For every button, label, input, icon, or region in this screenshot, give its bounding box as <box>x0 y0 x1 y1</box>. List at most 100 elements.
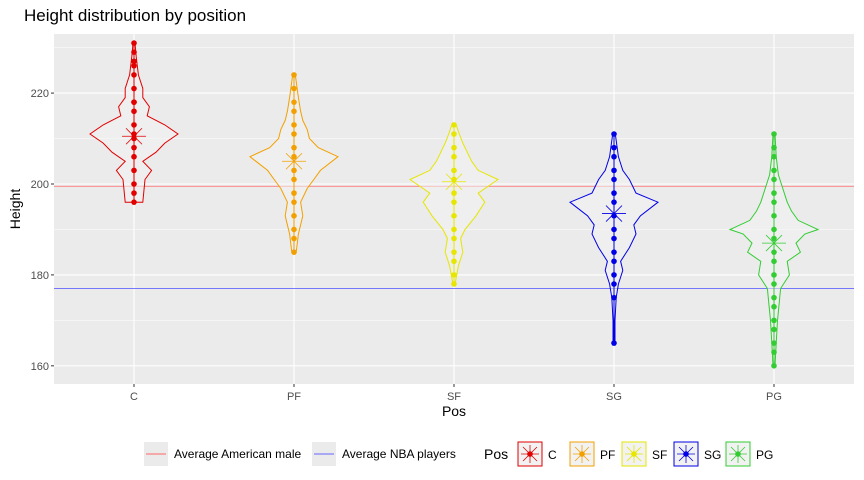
mean-marker-C <box>122 124 146 149</box>
data-point-PF <box>291 108 297 115</box>
y-tick-label: 200 <box>31 179 49 191</box>
legend: Average American male Average NBA players… <box>144 441 773 467</box>
data-point-SF <box>451 281 457 287</box>
legend-item-line: Average NBA players <box>312 442 456 466</box>
svg-text:Average American male: Average American male <box>174 447 302 461</box>
data-point-SF <box>451 131 457 137</box>
data-point-PG <box>771 131 777 137</box>
data-point-SF <box>451 122 457 128</box>
data-point-PG <box>771 176 777 183</box>
data-point-SG <box>611 167 617 174</box>
legend-item-SG: SG <box>673 441 721 467</box>
data-point-SF <box>451 235 457 242</box>
data-point-PF <box>291 85 297 92</box>
data-point-PG <box>771 326 777 333</box>
data-point-PG <box>771 167 777 174</box>
data-point-PG <box>771 363 777 369</box>
data-point-PF <box>291 72 297 78</box>
data-point-PG <box>771 303 777 310</box>
data-point-PF <box>291 226 297 233</box>
data-point-C <box>131 58 137 65</box>
data-point-PG <box>771 281 777 287</box>
data-point-SG <box>611 272 617 278</box>
data-point-C <box>131 40 137 46</box>
data-point-SG <box>611 258 617 265</box>
data-point-C <box>131 85 137 92</box>
data-point-PG <box>771 226 777 233</box>
y-tick-label: 220 <box>31 88 49 100</box>
y-tick-label: 160 <box>31 361 49 373</box>
data-point-SG <box>611 249 617 255</box>
x-tick-label: PG <box>766 391 782 403</box>
svg-text:SG: SG <box>704 448 721 462</box>
x-tick-label: C <box>130 391 138 403</box>
data-point-SG <box>611 190 617 196</box>
data-point-PF <box>291 190 297 196</box>
mean-marker-PF <box>282 149 306 174</box>
data-point-PG <box>771 317 777 324</box>
data-point-SG <box>611 153 617 160</box>
data-point-PF <box>291 199 297 205</box>
data-point-PG <box>771 144 777 151</box>
chart-plot: 160 180 200 220 C PF SF SG PG Pos Height <box>7 34 854 419</box>
legend-item-PG: PG <box>725 441 773 467</box>
data-point-SF <box>451 213 457 219</box>
data-point-SG <box>611 281 617 287</box>
data-point-C <box>131 72 137 78</box>
y-axis-title: Height <box>7 189 23 230</box>
data-point-PF <box>291 122 297 128</box>
svg-text:PG: PG <box>756 448 773 462</box>
data-point-C <box>131 153 137 160</box>
mean-marker-SF <box>442 169 466 194</box>
data-point-SF <box>451 199 457 205</box>
data-point-SG <box>611 176 617 183</box>
data-point-C <box>131 199 137 205</box>
data-point-PG <box>771 258 777 265</box>
x-axis-title: Pos <box>442 403 466 419</box>
legend-positions: C PF SF SG PG <box>517 441 773 467</box>
y-tick-label: 180 <box>31 270 49 282</box>
legend-reference-lines: Average American male Average NBA players <box>144 442 456 466</box>
legend-item-PF: PF <box>569 441 615 467</box>
legend-item-SF: SF <box>621 441 667 467</box>
data-point-SF <box>451 153 457 160</box>
data-point-SF <box>451 258 457 265</box>
data-point-SG <box>611 131 617 137</box>
data-point-C <box>131 181 137 187</box>
data-point-PG <box>771 340 777 346</box>
data-point-SF <box>451 226 457 233</box>
mean-marker-PG <box>762 231 786 256</box>
data-point-SG <box>611 235 617 242</box>
axes: 160 180 200 220 C PF SF SG PG <box>31 88 782 403</box>
svg-text:SF: SF <box>652 448 667 462</box>
data-point-C <box>131 63 137 69</box>
data-point-SF <box>451 272 457 278</box>
data-point-PG <box>771 153 777 160</box>
data-point-PG <box>771 349 777 355</box>
violins <box>89 40 820 369</box>
data-point-PF <box>291 249 297 255</box>
data-point-PF <box>291 99 297 105</box>
data-point-C <box>131 190 137 196</box>
data-point-C <box>131 108 137 115</box>
svg-text:PF: PF <box>600 448 615 462</box>
data-point-PG <box>771 294 777 301</box>
data-point-SG <box>611 144 617 151</box>
x-tick-label: SG <box>606 391 622 403</box>
data-point-PG <box>771 190 777 196</box>
x-tick-label: PF <box>287 391 301 403</box>
data-point-C <box>131 99 137 105</box>
data-point-SG <box>611 294 617 301</box>
x-tick-label: SF <box>447 391 461 403</box>
data-point-SG <box>611 340 617 346</box>
data-point-PF <box>291 176 297 183</box>
data-point-SF <box>451 249 457 255</box>
data-point-PG <box>771 272 777 278</box>
data-point-C <box>131 167 137 174</box>
data-point-PG <box>771 213 777 219</box>
data-point-SF <box>451 144 457 151</box>
data-point-C <box>131 49 137 55</box>
legend-item-C: C <box>517 441 557 467</box>
data-point-PF <box>291 235 297 242</box>
data-point-PF <box>291 131 297 137</box>
